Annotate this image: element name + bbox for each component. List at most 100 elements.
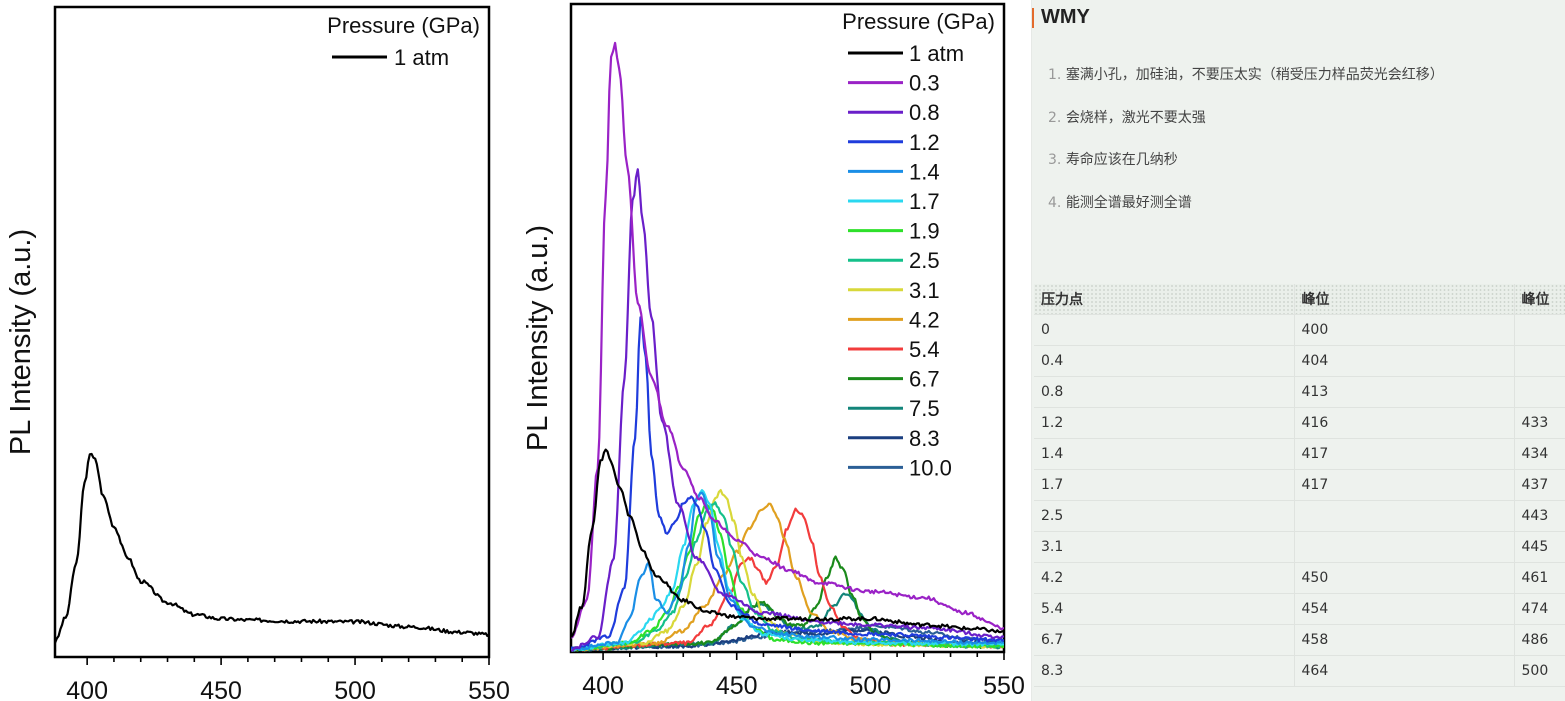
legend-entry: 1.7: [909, 189, 940, 214]
series-line-1-2: [571, 316, 1004, 650]
y-axis-label: PL Intensity (a.u.): [522, 225, 554, 451]
list-item: 2. 会烧样，激光不要太强: [1048, 105, 1558, 148]
table-cell[interactable]: 458: [1294, 624, 1515, 656]
table-cell[interactable]: 416: [1294, 407, 1515, 439]
x-tick-label: 450: [200, 677, 242, 701]
table-cell[interactable]: 437: [1514, 469, 1565, 501]
table-cell[interactable]: [1294, 531, 1515, 563]
table-cell[interactable]: 433: [1514, 407, 1565, 439]
x-tick-label: 400: [66, 677, 108, 701]
table-cell[interactable]: 1.2: [1034, 407, 1295, 439]
legend-title: Pressure (GPa): [842, 9, 995, 34]
charts-canvas: 400 450 500 550 PL Intensity (a.u.) Pressure …: [5, 2, 1025, 701]
table-cell[interactable]: [1294, 500, 1515, 532]
legend-entry: 1 atm: [909, 41, 964, 66]
table-row: 6.7 458 486: [1034, 624, 1565, 656]
table-cell[interactable]: 486: [1514, 624, 1565, 656]
table-cell[interactable]: 417: [1294, 438, 1515, 470]
legend-entry: 1.9: [909, 219, 940, 244]
legend-entry: 7.5: [909, 396, 940, 421]
table-cell[interactable]: 464: [1294, 655, 1515, 687]
legend-entry: 10.0: [909, 455, 952, 480]
table-row: 3.1 445: [1034, 531, 1565, 563]
table-cell[interactable]: [1514, 314, 1565, 346]
table-cell[interactable]: 2.5: [1034, 500, 1295, 532]
table-header-row: 压力点 峰位 峰位: [1034, 284, 1565, 315]
table-row: 0 400: [1034, 314, 1565, 346]
list-text: 能测全谱最好测全谱: [1065, 194, 1192, 211]
list-text: 寿命应该在几纳秒: [1065, 152, 1178, 168]
table-header-cell[interactable]: 峰位: [1514, 284, 1565, 315]
table-cell[interactable]: 500: [1514, 655, 1565, 687]
table-cell[interactable]: [1514, 345, 1565, 377]
table-row: 0.8 413: [1034, 376, 1565, 408]
table-cell[interactable]: 434: [1514, 438, 1565, 470]
table-cell[interactable]: 3.1: [1034, 531, 1295, 563]
legend: Pressure (GPa) 1 atm 0.3 0.8 1.2 1.4 1.7 1.9 2.5…: [842, 9, 995, 480]
table-cell[interactable]: 413: [1294, 376, 1515, 408]
table-cell[interactable]: 404: [1294, 345, 1515, 377]
chart-left: 400 450 500 550 PL Intensity (a.u.) Pressure …: [5, 5, 510, 701]
table-row: 4.2 450 461: [1034, 562, 1565, 594]
table-header-cell[interactable]: 峰位: [1294, 284, 1515, 315]
legend-title: Pressure (GPa): [327, 13, 480, 38]
note-title: WMY: [1041, 6, 1090, 28]
table-row: 1.7 417 437: [1034, 469, 1565, 501]
list-number: 3.: [1048, 152, 1062, 168]
list-number: 2.: [1048, 109, 1062, 126]
table-cell[interactable]: 8.3: [1034, 655, 1295, 687]
list-item: 1. 塞满小孔，加硅油，不要压太实（稍受压力样品荧光会红移）: [1048, 62, 1558, 105]
y-axis-label: PL Intensity (a.u.): [5, 229, 37, 455]
legend-entry: 1.4: [909, 159, 940, 184]
table-body: 0 400 0.4 404 0.8 413 1.2 416 433 1.4 417 434 1.7 417…: [1034, 314, 1565, 687]
table-cell[interactable]: 0: [1034, 314, 1295, 346]
legend-entry: 0.3: [909, 71, 940, 96]
note-list: 1. 塞满小孔，加硅油，不要压太实（稍受压力样品荧光会红移） 2. 会烧样，激光…: [1048, 62, 1558, 232]
table-cell[interactable]: 450: [1294, 562, 1515, 594]
table-cell[interactable]: 461: [1514, 562, 1565, 594]
series-group: [571, 41, 1004, 652]
series-line-1-atm: [55, 452, 489, 644]
table-cell[interactable]: 1.7: [1034, 469, 1295, 501]
plot-frame: [569, 2, 1006, 654]
legend-entry: 4.2: [909, 307, 940, 332]
table-cell[interactable]: 443: [1514, 500, 1565, 532]
x-tick-label: 550: [983, 672, 1025, 700]
legend-entry: 1.2: [909, 130, 940, 155]
table-cell[interactable]: 0.8: [1034, 376, 1295, 408]
legend-entry: 5.4: [909, 337, 940, 362]
table-cell[interactable]: 417: [1294, 469, 1515, 501]
series-line-1-4: [571, 491, 1004, 652]
series-group: [55, 452, 489, 644]
notes-panel: WMY 1. 塞满小孔，加硅油，不要压太实（稍受压力样品荧光会红移） 2. 会烧…: [1031, 0, 1565, 701]
table-cell[interactable]: 1.4: [1034, 438, 1295, 470]
title-accent-bar: [1032, 8, 1034, 28]
plot-frame: [53, 5, 491, 659]
legend-entry: 6.7: [909, 367, 940, 392]
table-cell[interactable]: 454: [1294, 593, 1515, 625]
list-text: 塞满小孔，加硅油，不要压太实（稍受压力样品荧光会红移）: [1065, 67, 1444, 83]
table-cell[interactable]: [1514, 376, 1565, 408]
series-line-1-9: [571, 502, 1004, 652]
series-line-0-3: [571, 41, 1004, 639]
legend-entry: 0.8: [909, 100, 940, 125]
x-tick-label: 550: [468, 677, 510, 701]
x-tick-label: 500: [334, 677, 376, 701]
table-cell[interactable]: 400: [1294, 314, 1515, 346]
table-row: 8.3 464 500: [1034, 655, 1565, 687]
chart-right: 400 450 500 550 PL Intensity (a.u.) Pressure …: [522, 2, 1025, 700]
table-cell[interactable]: 0.4: [1034, 345, 1295, 377]
x-tick-label: 400: [582, 672, 624, 700]
list-number: 4.: [1048, 194, 1062, 211]
table-header-cell[interactable]: 压力点: [1034, 284, 1295, 315]
list-item: 3. 寿命应该在几纳秒: [1048, 147, 1558, 190]
table-row: 5.4 454 474: [1034, 593, 1565, 625]
legend-entry: 2.5: [909, 248, 940, 273]
legend-entry: 8.3: [909, 426, 940, 451]
table-cell[interactable]: 5.4: [1034, 593, 1295, 625]
table-cell[interactable]: 474: [1514, 593, 1565, 625]
table-cell[interactable]: 4.2: [1034, 562, 1295, 594]
list-text: 会烧样，激光不要太强: [1065, 109, 1206, 126]
table-cell[interactable]: 6.7: [1034, 624, 1295, 656]
table-cell[interactable]: 445: [1514, 531, 1565, 563]
